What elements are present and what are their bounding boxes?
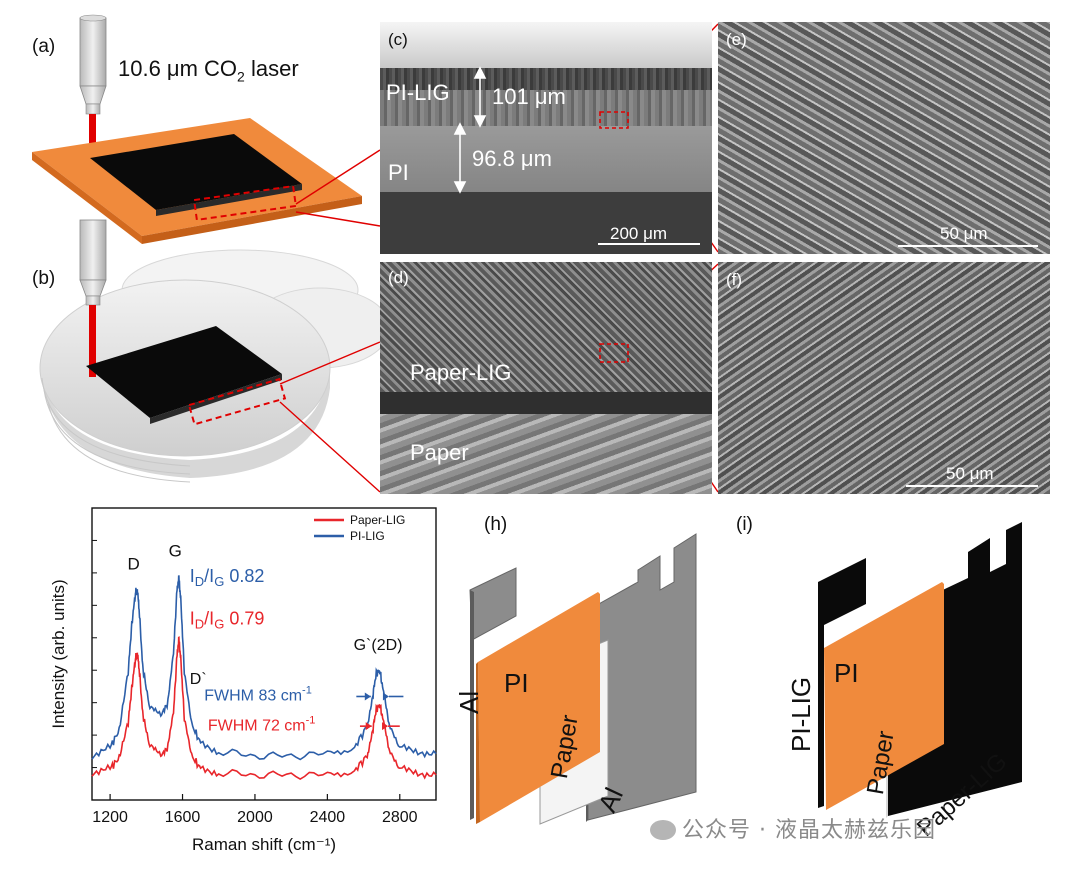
laser-beam — [89, 305, 96, 377]
thickness-arrows — [453, 66, 700, 245]
device-structure-i — [818, 522, 1022, 818]
pi-lig-electrode — [818, 558, 866, 808]
device-h-label-pi: PI — [504, 668, 529, 698]
scale-bar-label-c: 200 μm — [610, 224, 668, 243]
legend-label-pi-lig: PI-LIG — [350, 529, 385, 543]
x-tick-label: 2000 — [237, 809, 273, 826]
fwhm-label-paper-lig: FWHM 72 cm-1 — [208, 714, 316, 734]
sem-image-e: (e) 50 μm — [718, 22, 1050, 254]
ratio-label-pi-lig: ID/IG 0.82 — [190, 566, 265, 589]
panel-label-a: (a) — [32, 36, 56, 57]
scale-bar-label-f: 50 μm — [946, 464, 994, 483]
ratio-label-paper-lig: ID/IG 0.79 — [190, 608, 265, 631]
sem-image-f: (f) 50 μm — [718, 262, 1050, 494]
laser-head-icon — [79, 219, 107, 306]
peak-label-d: D — [128, 554, 140, 573]
device-i-label-pi-lig: PI-LIG — [786, 676, 816, 752]
scale-bar-f — [906, 485, 1038, 487]
x-tick-label: 1600 — [165, 809, 201, 826]
peak-label-d-prime: D` — [190, 671, 207, 688]
laser-label-tail: laser — [244, 56, 299, 81]
layer-label-paper: Paper — [410, 440, 469, 465]
fwhm-label-pi-lig: FWHM 83 cm-1 — [204, 685, 312, 705]
pi-film — [824, 582, 944, 810]
peak-label-2d: G`(2D) — [354, 637, 403, 654]
raman-spectrum-chart: 1200 1600 2000 2400 2800 Raman shift (cm⁻¹) In… — [49, 507, 437, 854]
laser-head-icon — [79, 14, 107, 115]
peak-label-g: G — [169, 542, 182, 561]
sem-image-d: (d) Paper-LIG Paper — [380, 262, 712, 494]
layer-label-paper-lig: Paper-LIG — [410, 360, 512, 385]
fwhm-arrow-paper-left-head — [365, 722, 372, 731]
zoom-box-d — [599, 343, 629, 363]
panel-label-e: (e) — [726, 30, 747, 49]
laser-fabrication-pi-illustration — [32, 14, 362, 244]
scale-bar-e — [898, 245, 1038, 247]
laser-label-subscript: 2 — [237, 68, 245, 85]
x-axis-label: Raman shift (cm⁻¹) — [192, 835, 336, 854]
panel-label-c: (c) — [388, 30, 408, 49]
laser-fabrication-paper-illustration — [39, 219, 380, 483]
panel-label-d: (d) — [388, 268, 409, 287]
series-line-pi-lig — [91, 575, 437, 761]
laser-label-main: 10.6 μm CO — [118, 56, 238, 81]
device-h-label-al-left: Al — [454, 690, 484, 714]
scale-bar-label-e: 50 μm — [940, 224, 988, 243]
thickness-pi-lig: 101 μm — [492, 84, 566, 109]
wechat-icon — [650, 820, 676, 840]
laser-beam — [89, 114, 96, 166]
x-tick-label: 2800 — [382, 809, 418, 826]
device-i-label-pi: PI — [834, 658, 859, 688]
x-tick-label: 1200 — [92, 809, 128, 826]
laser-label: 10.6 μm CO2 laser — [118, 56, 299, 84]
device-structure-h — [469, 533, 697, 825]
layer-label-pi-lig: PI-LIG — [386, 80, 450, 105]
panel-label-i: (i) — [736, 514, 753, 535]
plot-axes-box — [91, 507, 437, 801]
sem-image-c: (c) PI-LIG 101 μm PI 96.8 μm 200 μm — [380, 22, 712, 254]
fwhm-arrow-pi-right-head — [382, 692, 389, 701]
al-electrode-left — [469, 567, 517, 820]
watermark-text: 公众号 · 液晶太赫兹乐园 — [682, 818, 936, 843]
legend-label-paper-lig: Paper-LIG — [350, 513, 405, 527]
layer-label-pi: PI — [388, 160, 409, 185]
fwhm-arrow-paper-right-head — [382, 722, 389, 731]
wechat-watermark: 公众号 · 液晶太赫兹乐园 — [650, 812, 936, 844]
y-axis-label: Intensity (arb. units) — [49, 579, 68, 728]
panel-label-h: (h) — [484, 514, 508, 535]
fwhm-arrow-pi-left-head — [364, 692, 371, 701]
x-tick-label: 2400 — [310, 809, 346, 826]
panel-label-b: (b) — [32, 268, 56, 289]
thickness-pi: 96.8 μm — [472, 146, 552, 171]
pi-film — [476, 592, 600, 824]
series-line-paper-lig — [91, 636, 437, 781]
panel-label-f: (f) — [726, 270, 743, 289]
